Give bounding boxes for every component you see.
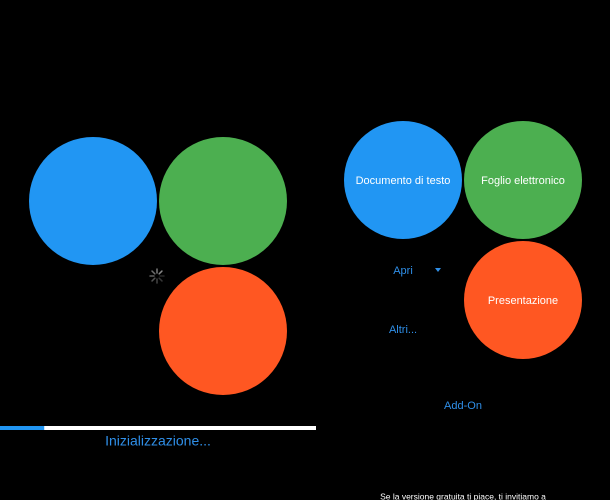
footer-text: Se la versione gratuita ti piace, ti inv… [380, 491, 546, 500]
spinner-spoke [158, 270, 163, 275]
spinner [149, 268, 165, 284]
addon-link[interactable]: Add-On [444, 400, 482, 412]
orange-circle [159, 267, 287, 395]
button-label[interactable]: Foglio elettronico [481, 175, 565, 187]
home-panel: Documento di testo Foglio elettronico Pr… [344, 121, 582, 500]
green-circle[interactable] [464, 121, 582, 239]
blue-circle[interactable] [344, 121, 462, 239]
open-link[interactable]: Apri [393, 265, 413, 277]
green-circle [159, 137, 287, 265]
orange-circle[interactable] [464, 241, 582, 359]
loading-panel: Inizializzazione... [0, 137, 316, 449]
spinner-spoke [151, 277, 156, 282]
progress-track [0, 426, 316, 430]
dropdown-arrow[interactable] [435, 268, 441, 272]
button-label[interactable]: Presentazione [488, 295, 558, 307]
button[interactable]: Documento di testo [344, 121, 462, 239]
progress-bar [0, 426, 45, 430]
more-link[interactable]: Altri... [389, 324, 417, 336]
button[interactable]: Presentazione [464, 241, 582, 359]
button[interactable]: Foglio elettronico [464, 121, 582, 239]
status-text: Inizializzazione... [105, 433, 211, 449]
blue-circle [29, 137, 157, 265]
spinner-spoke [151, 270, 156, 275]
button-label[interactable]: Documento di testo [356, 175, 451, 187]
spinner-spoke [158, 277, 163, 282]
